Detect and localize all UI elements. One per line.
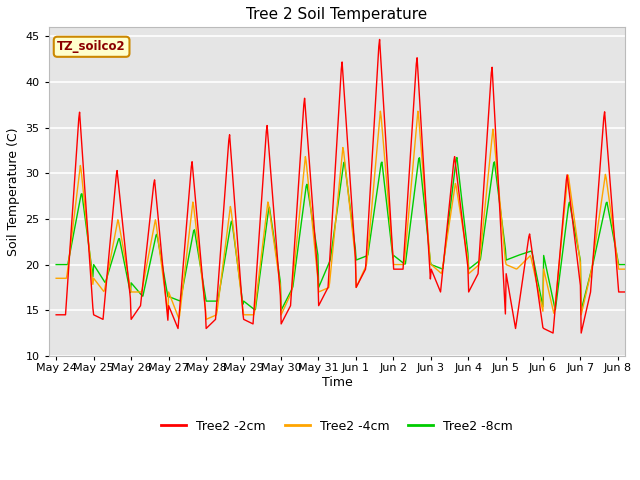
Tree2 -2cm <box>52 312 60 318</box>
Tree2 -8cm <box>453 155 461 160</box>
Line: Tree2 -2cm: Tree2 -2cm <box>56 39 640 333</box>
Tree2 -2cm <box>285 306 293 312</box>
Tree2 -8cm <box>123 271 131 276</box>
Tree2 -8cm <box>452 156 460 162</box>
Tree2 -4cm <box>202 316 210 322</box>
Line: Tree2 -4cm: Tree2 -4cm <box>56 111 640 319</box>
Tree2 -2cm <box>419 146 426 152</box>
Tree2 -8cm <box>419 185 426 191</box>
Tree2 -2cm <box>233 227 241 232</box>
Y-axis label: Soil Temperature (C): Soil Temperature (C) <box>7 127 20 256</box>
Tree2 -4cm <box>419 173 427 179</box>
Tree2 -8cm <box>262 224 270 229</box>
Legend: Tree2 -2cm, Tree2 -4cm, Tree2 -8cm: Tree2 -2cm, Tree2 -4cm, Tree2 -8cm <box>156 415 518 438</box>
Tree2 -4cm <box>286 293 294 299</box>
Title: Tree 2 Soil Temperature: Tree 2 Soil Temperature <box>246 7 428 22</box>
Tree2 -8cm <box>52 262 60 267</box>
Tree2 -4cm <box>123 263 131 269</box>
Line: Tree2 -8cm: Tree2 -8cm <box>56 157 640 310</box>
Tree2 -4cm <box>234 260 241 265</box>
Tree2 -2cm <box>452 167 460 172</box>
Tree2 -4cm <box>52 276 60 281</box>
Tree2 -2cm <box>123 258 131 264</box>
Tree2 -8cm <box>286 290 294 296</box>
Tree2 -8cm <box>233 254 241 260</box>
Tree2 -2cm <box>549 330 557 336</box>
Text: TZ_soilco2: TZ_soilco2 <box>58 40 126 53</box>
Tree2 -2cm <box>262 129 270 134</box>
Tree2 -4cm <box>263 205 271 211</box>
Tree2 -4cm <box>376 108 384 114</box>
Tree2 -8cm <box>277 307 285 313</box>
Tree2 -2cm <box>376 36 383 42</box>
X-axis label: Time: Time <box>322 375 353 389</box>
Tree2 -4cm <box>453 188 461 194</box>
